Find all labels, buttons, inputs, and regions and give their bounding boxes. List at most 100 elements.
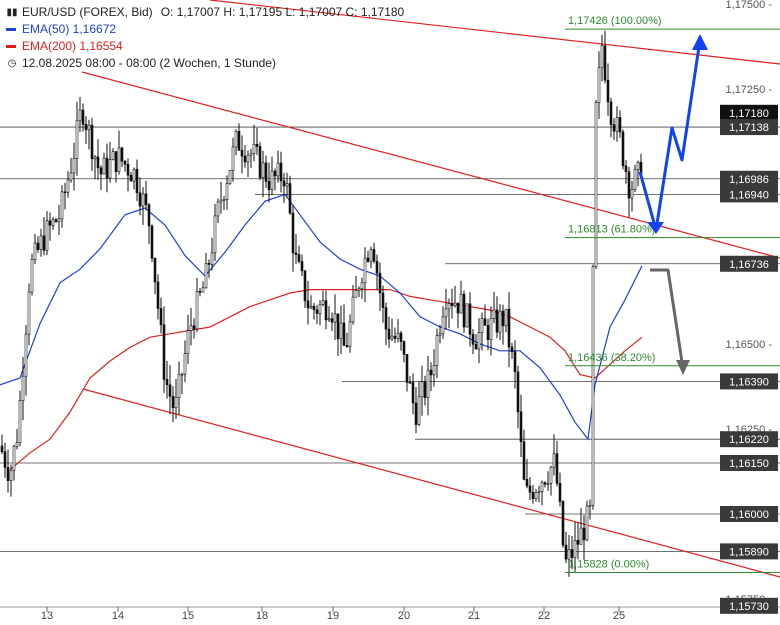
candle-body bbox=[414, 402, 418, 425]
candle-body bbox=[336, 313, 340, 340]
candle-body bbox=[156, 281, 160, 309]
fib-label: 1,16813 (61.80%) bbox=[568, 224, 655, 236]
candle-body bbox=[306, 300, 310, 309]
candle-body bbox=[609, 101, 613, 125]
candle-body bbox=[432, 365, 436, 376]
price-badge bbox=[720, 255, 778, 272]
bullish-arrowhead bbox=[692, 34, 708, 50]
candle-body bbox=[318, 304, 322, 314]
period-row: ◷ 12.08.2025 08:00 - 08:00 (2 Wochen, 1 … bbox=[6, 55, 404, 72]
candle-body bbox=[417, 396, 421, 425]
candle-body bbox=[399, 332, 403, 342]
candle-body bbox=[513, 351, 517, 373]
candle-body bbox=[426, 369, 430, 398]
candle-body bbox=[552, 453, 556, 468]
candle-body bbox=[111, 151, 115, 160]
candle-body bbox=[12, 445, 16, 471]
candle-body bbox=[192, 325, 196, 330]
candle-body bbox=[312, 305, 316, 311]
price-badge-label: 1,16220 bbox=[729, 434, 769, 446]
candle-body bbox=[588, 504, 592, 507]
candles-icon: ▮▮ bbox=[6, 7, 18, 18]
candle-body bbox=[570, 549, 574, 558]
candle-body bbox=[345, 345, 349, 347]
candle-body bbox=[621, 131, 625, 167]
candle-body bbox=[582, 527, 586, 541]
price-badge-label: 1,16736 bbox=[729, 259, 769, 271]
candle-body bbox=[546, 483, 550, 485]
candle-body bbox=[543, 482, 547, 485]
candle-body bbox=[624, 165, 628, 172]
candle-body bbox=[564, 544, 568, 560]
candle-body bbox=[291, 212, 295, 254]
candle-body bbox=[210, 252, 214, 265]
candle-body bbox=[93, 156, 97, 160]
candlestick-series bbox=[0, 30, 643, 577]
ohlc-values: O: 1,17007 H: 1,17195 L: 1,17007 C: 1,17… bbox=[160, 5, 405, 19]
candle-body bbox=[123, 160, 127, 165]
candle-body bbox=[39, 235, 43, 250]
candle-body bbox=[48, 220, 52, 226]
candle-body bbox=[339, 322, 343, 340]
fib-label: 1,16436 (38.20%) bbox=[568, 352, 655, 364]
candle-body bbox=[9, 470, 13, 481]
candle-body bbox=[225, 183, 229, 200]
candle-body bbox=[117, 147, 121, 172]
candle-body bbox=[255, 143, 259, 147]
price-badge bbox=[720, 431, 778, 448]
candle-body bbox=[408, 382, 412, 384]
price-badge-label: 1,15730 bbox=[729, 601, 769, 613]
candle-body bbox=[177, 374, 181, 398]
price-badge-label: 1,16150 bbox=[729, 458, 769, 470]
candle-body bbox=[402, 341, 406, 355]
price-badge-label: 1,16000 bbox=[729, 509, 769, 521]
current-price-badge bbox=[720, 104, 778, 121]
clock-icon: ◷ bbox=[7, 58, 17, 69]
candle-body bbox=[234, 131, 238, 148]
chart-legend: ▮▮ EUR/USD (FOREX, Bid) O: 1,17007 H: 1,… bbox=[6, 4, 404, 72]
ema200-row[interactable]: EMA(200) 1,16554 bbox=[6, 38, 404, 55]
ema200-label: EMA(200) 1,16554 bbox=[22, 39, 123, 53]
candle-body bbox=[597, 67, 601, 103]
candle-body bbox=[357, 288, 361, 291]
ema50-line bbox=[0, 193, 643, 441]
ema50-row[interactable]: EMA(50) 1,16672 bbox=[6, 21, 404, 38]
candle-body bbox=[96, 156, 100, 169]
candle-body bbox=[261, 162, 265, 178]
candle-body bbox=[135, 168, 139, 194]
candle-body bbox=[603, 45, 607, 81]
candle-body bbox=[24, 333, 28, 377]
candle-body bbox=[267, 181, 271, 190]
candle-body bbox=[207, 262, 211, 265]
candle-body bbox=[273, 170, 277, 177]
candle-body bbox=[42, 235, 46, 251]
candle-body bbox=[75, 120, 79, 159]
candle-body bbox=[180, 373, 184, 376]
candle-body bbox=[315, 309, 319, 314]
ema200-swatch bbox=[6, 45, 16, 48]
candle-body bbox=[405, 353, 409, 383]
candle-body bbox=[141, 193, 145, 207]
candle-body bbox=[504, 308, 508, 327]
candle-body bbox=[297, 254, 301, 262]
candle-body bbox=[636, 161, 640, 170]
candle-body bbox=[303, 270, 307, 302]
candle-body bbox=[489, 318, 493, 340]
bearish-arrowhead bbox=[676, 360, 690, 375]
candle-body bbox=[198, 291, 202, 293]
candle-body bbox=[114, 151, 118, 172]
price-badge-label: 1,16390 bbox=[729, 376, 769, 388]
candle-body bbox=[558, 483, 562, 502]
candle-body bbox=[72, 158, 76, 174]
candle-body bbox=[522, 441, 526, 480]
candle-body bbox=[423, 381, 427, 398]
candle-body bbox=[576, 539, 580, 545]
candle-body bbox=[174, 397, 178, 409]
candle-body bbox=[561, 501, 565, 546]
candle-body bbox=[498, 310, 502, 333]
price-badge bbox=[720, 597, 778, 614]
price-badges: 1,17180 1,17138 1,16986 1,16940 1,16736 1,163… bbox=[720, 104, 778, 614]
candle-body bbox=[222, 199, 226, 201]
ema50-swatch bbox=[6, 28, 16, 31]
